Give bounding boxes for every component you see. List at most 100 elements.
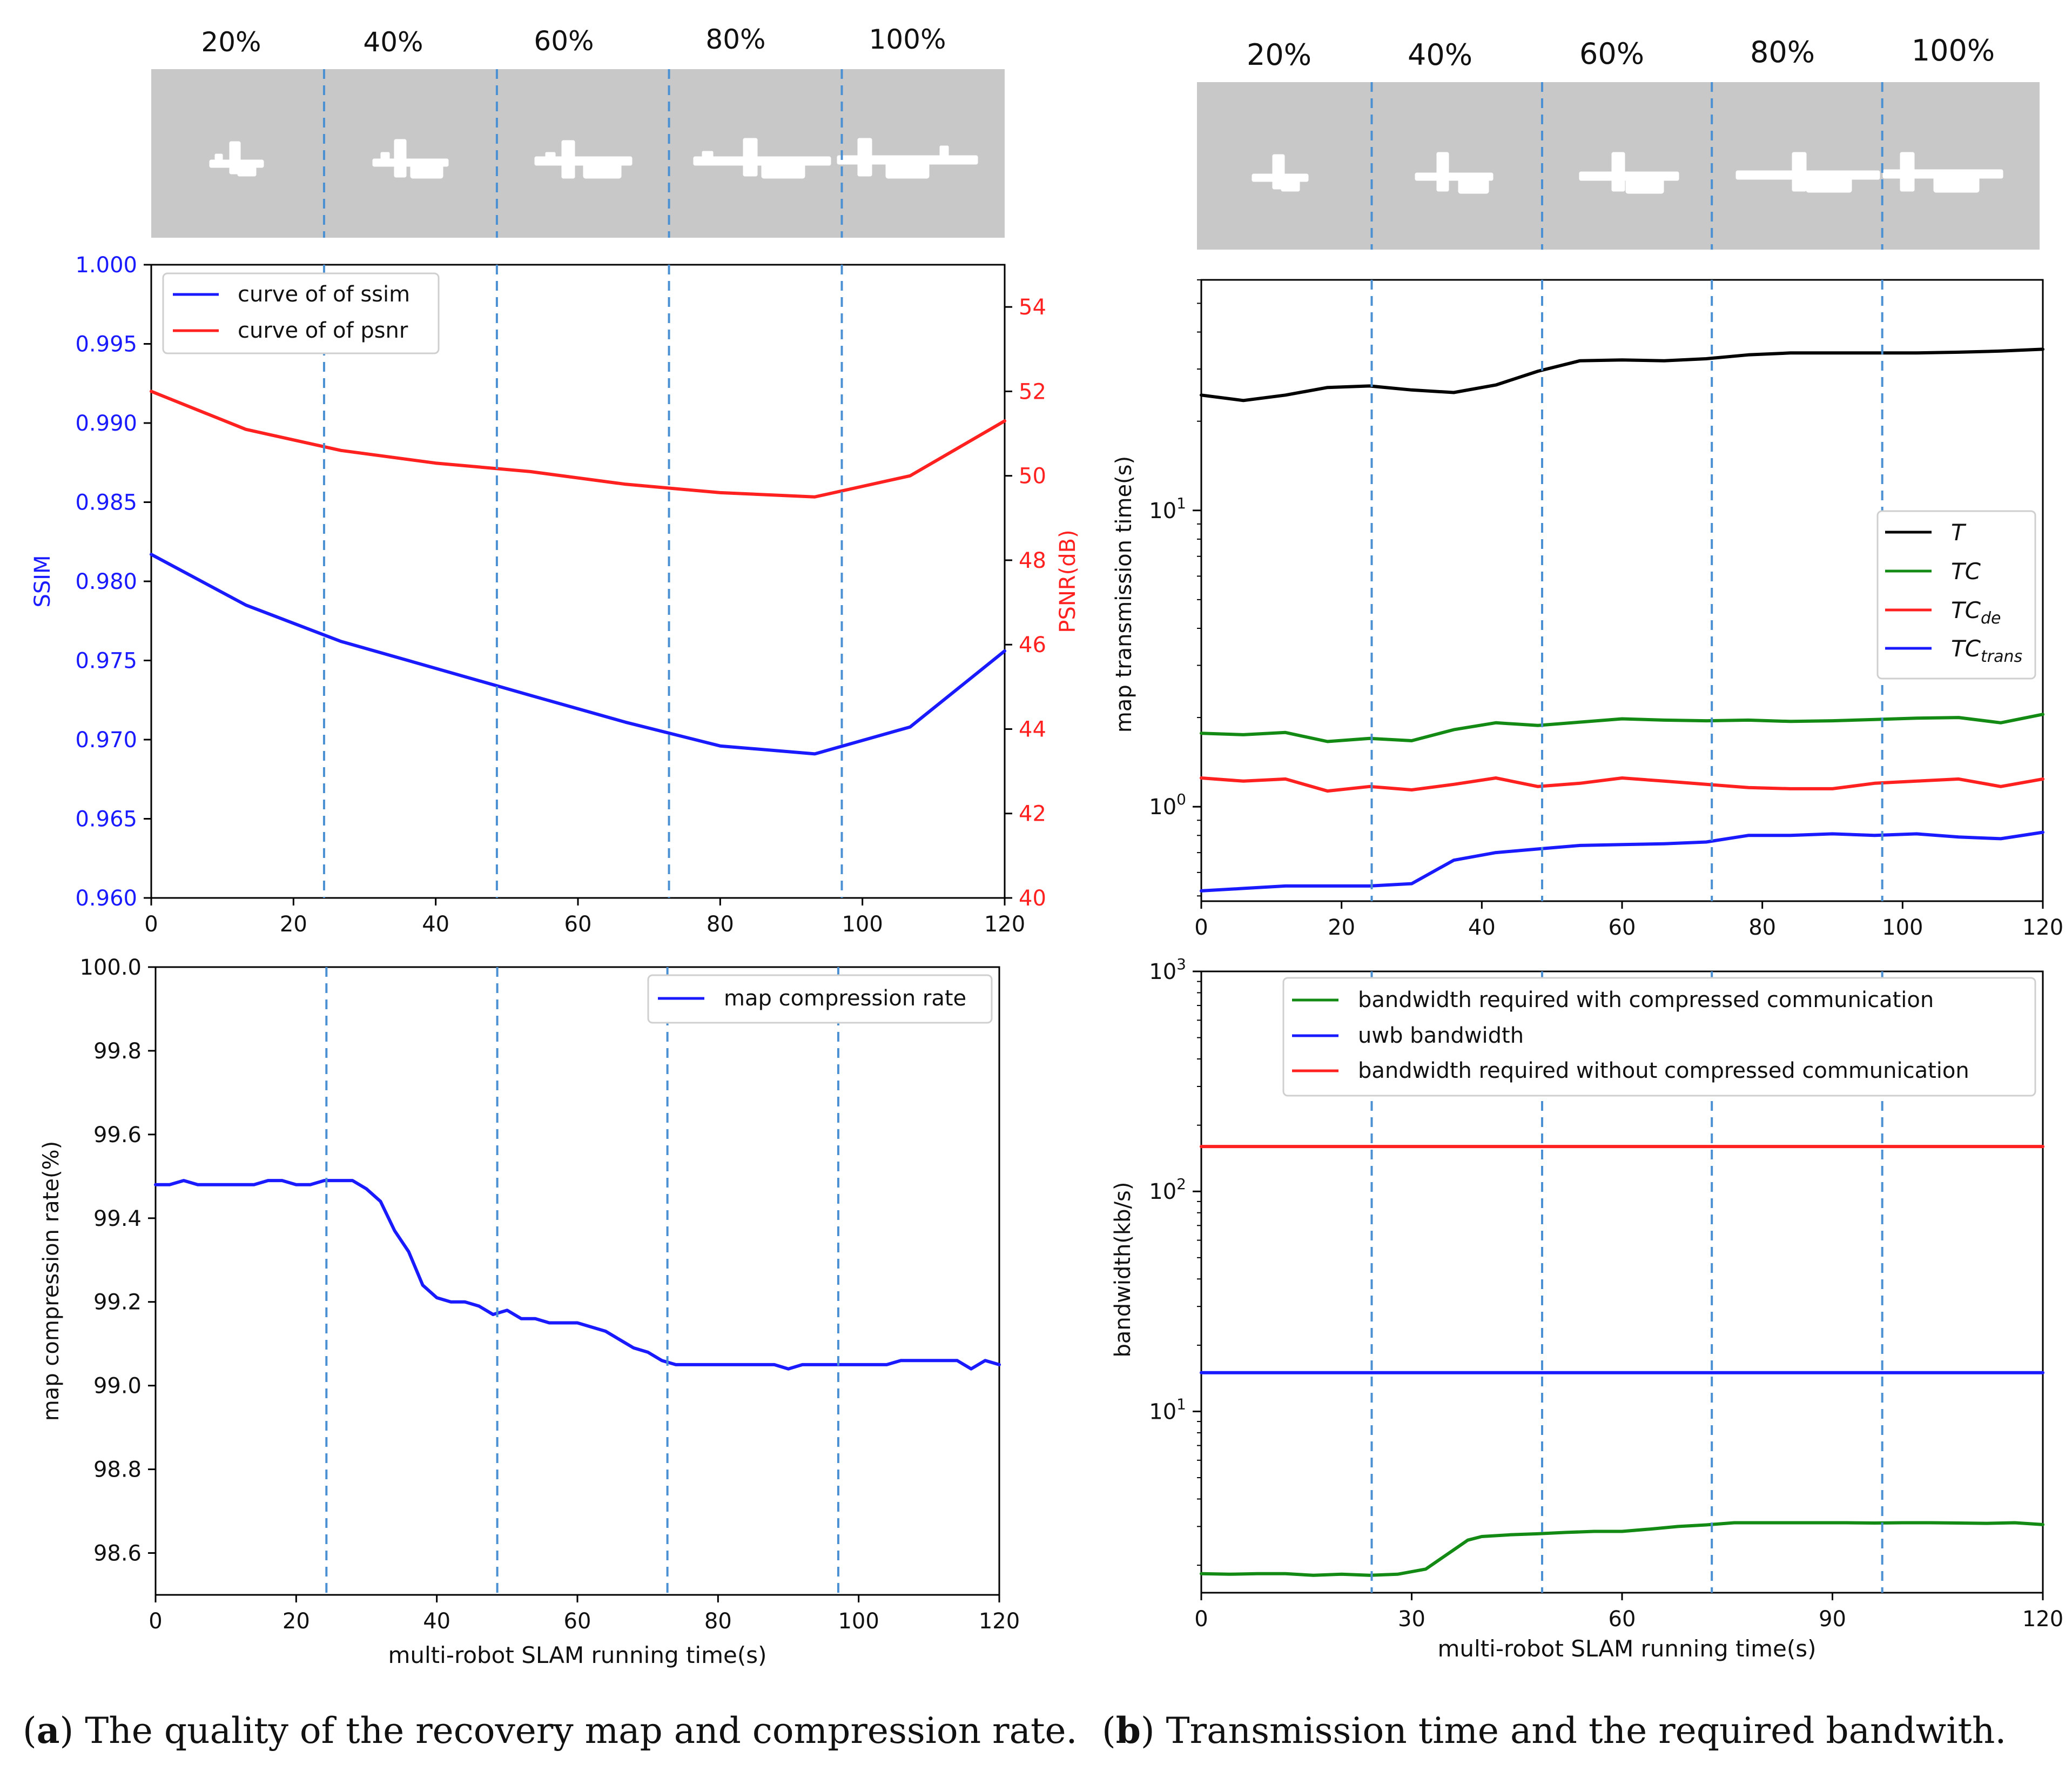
map-thumbnail-40 — [1415, 152, 1494, 194]
psnr-tick-label-40: 40 — [1019, 886, 1046, 911]
series-line-tcde — [1200, 776, 2044, 793]
x-axis-label: multi-robot SLAM running time(s) — [388, 1642, 766, 1668]
ssim-tick-label-0-975: 0.975 — [75, 649, 137, 674]
x-axis: 0 20 40 60 80 100 120 — [1194, 901, 2063, 940]
x-tick-label-0: 0 — [149, 1609, 162, 1634]
map-thumbnail-20 — [209, 141, 264, 177]
series-line-t — [1200, 347, 2044, 403]
guide-lines — [322, 265, 843, 898]
x-tick-label-20: 20 — [1328, 915, 1355, 940]
caption-a-text: The quality of the recovery map and comp… — [85, 1710, 1077, 1752]
x-tick-label-20: 20 — [282, 1609, 310, 1634]
x-tick-label-60: 60 — [564, 912, 592, 937]
series-line-tctrans — [1200, 830, 2044, 893]
x-tick-label-120: 120 — [979, 1609, 1020, 1634]
caption-b-label: b — [1116, 1709, 1141, 1752]
y-axis: 98.6 98.8 99.0 99.2 99.4 99.6 99.8 100.0 — [79, 955, 156, 1566]
x-axis: 0 30 60 90 120 — [1194, 1593, 2063, 1632]
x-tick-label-80: 80 — [704, 1609, 732, 1634]
y-tick-label-98-8: 98.8 — [93, 1458, 142, 1482]
series-line-tc — [1200, 713, 2044, 743]
x-tick-label-40: 40 — [1468, 915, 1496, 940]
y-tick-label-10: 101 — [1149, 494, 1186, 524]
map-thumbnail-100 — [1882, 152, 2003, 193]
psnr-tick-label-48: 48 — [1019, 548, 1046, 573]
y-axis: 100 101 — [1149, 279, 1201, 897]
panel-a-compression-chart: 98.6 98.8 99.0 99.2 99.4 99.6 99.8 100.0 0 20 40 6… — [39, 955, 1020, 1668]
caption-a-label: a — [37, 1709, 60, 1752]
psnr-tick-label-42: 42 — [1019, 802, 1046, 827]
legend-label-TC: TC — [1951, 558, 1981, 585]
plot-frame — [150, 264, 1006, 899]
legend-label-uwb: uwb bandwidth — [1358, 1023, 1524, 1048]
legend: curve of of ssim curve of of psnr — [162, 272, 440, 354]
panel-b-bandwidth-chart: 101 102 103 0 30 60 90 120 bandwidth(kb/s) mul… — [1111, 955, 2063, 1662]
map-thumbnail-20 — [1252, 154, 1309, 192]
x-axis-label: multi-robot SLAM running time(s) — [1437, 1635, 1816, 1662]
series-layer — [154, 1179, 1001, 1371]
x-tick-label-0: 0 — [1194, 915, 1208, 940]
y-tick-label-10: 101 — [1149, 1395, 1186, 1424]
x-tick-label-100: 100 — [842, 912, 883, 937]
legend-label-compressed: bandwidth required with compressed commu… — [1358, 988, 1934, 1012]
strip-label-60: 60% — [534, 25, 594, 57]
series-layer — [1200, 347, 2044, 893]
x-tick-label-30: 30 — [1398, 1607, 1425, 1632]
y-tick-label-99-8: 99.8 — [93, 1039, 142, 1064]
psnr-tick-label-44: 44 — [1019, 717, 1046, 742]
strip-label-60: 60% — [1579, 37, 1644, 71]
x-tick-label-40: 40 — [422, 912, 449, 937]
series-line-bandwidth-required-with-compressed-communication — [1200, 1521, 2044, 1577]
x-tick-label-100: 100 — [1882, 915, 1923, 940]
caption-b-text: Transmission time and the required bandw… — [1166, 1710, 2007, 1752]
x-axis: 0 20 40 60 80 100 120 — [149, 1595, 1020, 1634]
y-tick-label-100-0: 100.0 — [79, 955, 142, 980]
ssim-tick-label-0-960: 0.960 — [75, 886, 137, 911]
x-tick-label-60: 60 — [564, 1609, 591, 1634]
map-thumbnail-60 — [1579, 152, 1679, 194]
panel-b-map-strip: 20% 40% 60% 80% 100% — [1197, 33, 2040, 250]
y-tick-label-1: 100 — [1149, 790, 1186, 820]
ssim-tick-label-0-980: 0.980 — [75, 569, 137, 594]
ssim-axis: 0.960 0.965 0.970 0.975 0.980 0.985 0.990 0.995… — [75, 253, 151, 911]
series-line-curve-of-of-ssim — [150, 553, 1006, 756]
strip-label-40: 40% — [363, 26, 423, 58]
x-tick-label-100: 100 — [838, 1609, 879, 1634]
strip-label-80: 80% — [705, 24, 765, 55]
legend-box — [162, 272, 440, 354]
y-tick-label-99-0: 99.0 — [93, 1374, 142, 1399]
legend-box — [1282, 977, 2036, 1097]
transmission-axis-label: map transmission time(s) — [1112, 456, 1136, 733]
strip-label-100: 100% — [869, 24, 946, 55]
caption-a: (a) The quality of the recovery map and … — [23, 1709, 1078, 1752]
series-layer — [150, 390, 1006, 756]
x-tick-label-0: 0 — [1194, 1607, 1208, 1632]
series-line-curve-of-of-psnr — [150, 390, 1006, 499]
legend-label-psnr: curve of of psnr — [238, 318, 408, 343]
ssim-tick-label-0-985: 0.985 — [75, 491, 137, 515]
guide-lines — [322, 69, 843, 238]
x-tick-label-60: 60 — [1609, 1607, 1636, 1632]
ssim-tick-label-0-990: 0.990 — [75, 411, 137, 436]
legend: bandwidth required with compressed commu… — [1282, 977, 2036, 1097]
legend-label-uncompressed: bandwidth required without compressed co… — [1358, 1058, 1969, 1083]
map-thumbnail-60 — [534, 140, 633, 179]
legend-label-ssim: curve of of ssim — [238, 282, 410, 307]
legend-box — [1876, 510, 2036, 680]
strip-label-20: 20% — [1247, 38, 1311, 72]
guide-lines — [1370, 82, 1883, 250]
panel-b-transmission-chart: 100 101 0 20 40 60 80 100 120 map transmission … — [1112, 279, 2063, 940]
map-thumbnail-80 — [693, 138, 831, 179]
x-tick-label-80: 80 — [707, 912, 734, 937]
panel-a-map-strip: 20% 40% 60% 80% 100% — [151, 24, 1005, 238]
map-strip-background — [151, 69, 1005, 238]
x-tick-label-40: 40 — [423, 1609, 450, 1634]
y-tick-label-100: 102 — [1149, 1175, 1186, 1204]
map-thumbnail-100 — [837, 138, 978, 179]
y-tick-label-99-6: 99.6 — [93, 1123, 142, 1148]
caption-b: (b) Transmission time and the required b… — [1102, 1709, 2006, 1752]
ssim-tick-label-0-965: 0.965 — [75, 807, 137, 832]
map-thumbnail-40 — [372, 139, 449, 179]
legend-label-TCtrans: TCtrans — [1951, 635, 2022, 666]
x-tick-label-120: 120 — [2022, 1607, 2063, 1632]
